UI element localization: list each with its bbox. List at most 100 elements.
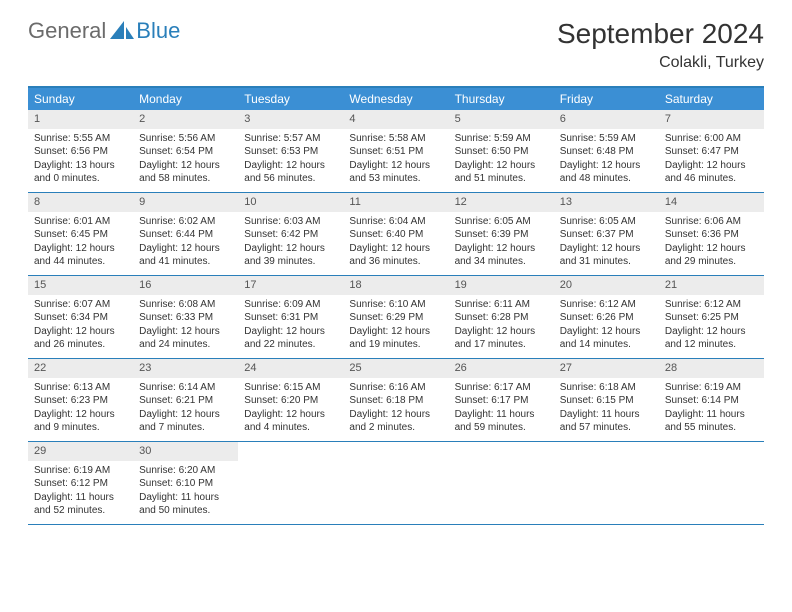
calendar-week: 15Sunrise: 6:07 AMSunset: 6:34 PMDayligh… — [28, 276, 764, 359]
daylight-text: Daylight: 12 hours and 24 minutes. — [139, 325, 232, 352]
day-number: 1 — [28, 110, 133, 129]
calendar-cell: 18Sunrise: 6:10 AMSunset: 6:29 PMDayligh… — [343, 276, 448, 358]
sunrise-text: Sunrise: 6:03 AM — [244, 215, 337, 229]
daylight-text: Daylight: 11 hours and 50 minutes. — [139, 491, 232, 518]
sunrise-text: Sunrise: 6:10 AM — [349, 298, 442, 312]
sunrise-text: Sunrise: 6:16 AM — [349, 381, 442, 395]
sunrise-text: Sunrise: 6:20 AM — [139, 464, 232, 478]
sunset-text: Sunset: 6:48 PM — [560, 145, 653, 159]
calendar-week: 29Sunrise: 6:19 AMSunset: 6:12 PMDayligh… — [28, 442, 764, 525]
dayhead-fri: Friday — [554, 88, 659, 110]
daylight-text: Daylight: 11 hours and 57 minutes. — [560, 408, 653, 435]
calendar-cell: 23Sunrise: 6:14 AMSunset: 6:21 PMDayligh… — [133, 359, 238, 441]
daylight-text: Daylight: 12 hours and 29 minutes. — [665, 242, 758, 269]
calendar-cell: 30Sunrise: 6:20 AMSunset: 6:10 PMDayligh… — [133, 442, 238, 524]
day-body — [554, 446, 659, 455]
sunrise-text: Sunrise: 6:18 AM — [560, 381, 653, 395]
day-body: Sunrise: 6:08 AMSunset: 6:33 PMDaylight:… — [133, 295, 238, 358]
day-number: 4 — [343, 110, 448, 129]
day-number: 12 — [449, 193, 554, 212]
sunset-text: Sunset: 6:20 PM — [244, 394, 337, 408]
title-block: September 2024 Colakli, Turkey — [557, 18, 764, 72]
calendar-cell: 28Sunrise: 6:19 AMSunset: 6:14 PMDayligh… — [659, 359, 764, 441]
day-number: 24 — [238, 359, 343, 378]
day-body: Sunrise: 6:19 AMSunset: 6:12 PMDaylight:… — [28, 461, 133, 524]
day-body: Sunrise: 6:12 AMSunset: 6:26 PMDaylight:… — [554, 295, 659, 358]
calendar-cell: 5Sunrise: 5:59 AMSunset: 6:50 PMDaylight… — [449, 110, 554, 192]
daylight-text: Daylight: 12 hours and 53 minutes. — [349, 159, 442, 186]
brand-name-1: General — [28, 18, 106, 44]
sunrise-text: Sunrise: 6:13 AM — [34, 381, 127, 395]
daylight-text: Daylight: 12 hours and 4 minutes. — [244, 408, 337, 435]
calendar-cell: 8Sunrise: 6:01 AMSunset: 6:45 PMDaylight… — [28, 193, 133, 275]
calendar-cell: 22Sunrise: 6:13 AMSunset: 6:23 PMDayligh… — [28, 359, 133, 441]
daylight-text: Daylight: 11 hours and 52 minutes. — [34, 491, 127, 518]
daylight-text: Daylight: 11 hours and 55 minutes. — [665, 408, 758, 435]
sunset-text: Sunset: 6:34 PM — [34, 311, 127, 325]
daylight-text: Daylight: 12 hours and 19 minutes. — [349, 325, 442, 352]
calendar-cell: 17Sunrise: 6:09 AMSunset: 6:31 PMDayligh… — [238, 276, 343, 358]
sunset-text: Sunset: 6:50 PM — [455, 145, 548, 159]
brand-name-2: Blue — [136, 18, 180, 44]
sunset-text: Sunset: 6:31 PM — [244, 311, 337, 325]
daylight-text: Daylight: 12 hours and 2 minutes. — [349, 408, 442, 435]
daylight-text: Daylight: 12 hours and 39 minutes. — [244, 242, 337, 269]
sunset-text: Sunset: 6:44 PM — [139, 228, 232, 242]
dayhead-sun: Sunday — [28, 88, 133, 110]
sunset-text: Sunset: 6:28 PM — [455, 311, 548, 325]
day-body: Sunrise: 6:12 AMSunset: 6:25 PMDaylight:… — [659, 295, 764, 358]
calendar-week: 8Sunrise: 6:01 AMSunset: 6:45 PMDaylight… — [28, 193, 764, 276]
calendar-cell: 1Sunrise: 5:55 AMSunset: 6:56 PMDaylight… — [28, 110, 133, 192]
calendar-cell — [659, 442, 764, 524]
daylight-text: Daylight: 12 hours and 58 minutes. — [139, 159, 232, 186]
page-header: General Blue September 2024 Colakli, Tur… — [0, 0, 792, 80]
day-body: Sunrise: 6:04 AMSunset: 6:40 PMDaylight:… — [343, 212, 448, 275]
brand-logo: General Blue — [28, 18, 180, 44]
calendar-cell: 16Sunrise: 6:08 AMSunset: 6:33 PMDayligh… — [133, 276, 238, 358]
calendar-grid: Sunday Monday Tuesday Wednesday Thursday… — [28, 86, 764, 525]
calendar-cell: 6Sunrise: 5:59 AMSunset: 6:48 PMDaylight… — [554, 110, 659, 192]
calendar-cell — [554, 442, 659, 524]
sunrise-text: Sunrise: 6:17 AM — [455, 381, 548, 395]
sunset-text: Sunset: 6:26 PM — [560, 311, 653, 325]
sunset-text: Sunset: 6:21 PM — [139, 394, 232, 408]
sunset-text: Sunset: 6:45 PM — [34, 228, 127, 242]
sunrise-text: Sunrise: 5:57 AM — [244, 132, 337, 146]
day-number: 7 — [659, 110, 764, 129]
day-body: Sunrise: 6:17 AMSunset: 6:17 PMDaylight:… — [449, 378, 554, 441]
day-number: 30 — [133, 442, 238, 461]
calendar-cell: 29Sunrise: 6:19 AMSunset: 6:12 PMDayligh… — [28, 442, 133, 524]
day-body: Sunrise: 6:19 AMSunset: 6:14 PMDaylight:… — [659, 378, 764, 441]
day-number: 22 — [28, 359, 133, 378]
daylight-text: Daylight: 12 hours and 34 minutes. — [455, 242, 548, 269]
dayhead-sat: Saturday — [659, 88, 764, 110]
day-body: Sunrise: 5:58 AMSunset: 6:51 PMDaylight:… — [343, 129, 448, 192]
calendar-cell: 10 Sunrise: 6:03 AMSunset: 6:42 PMDayligh… — [238, 193, 343, 275]
day-body: Sunrise: 6:20 AMSunset: 6:10 PMDaylight:… — [133, 461, 238, 524]
sunset-text: Sunset: 6:42 PM — [244, 228, 337, 242]
day-number: 19 — [449, 276, 554, 295]
day-body: Sunrise: 6:05 AMSunset: 6:37 PMDaylight:… — [554, 212, 659, 275]
sunset-text: Sunset: 6:15 PM — [560, 394, 653, 408]
sunset-text: Sunset: 6:40 PM — [349, 228, 442, 242]
day-number: 29 — [28, 442, 133, 461]
sunset-text: Sunset: 6:54 PM — [139, 145, 232, 159]
calendar-cell — [343, 442, 448, 524]
day-body: Sunrise: 6:13 AMSunset: 6:23 PMDaylight:… — [28, 378, 133, 441]
day-body: Sunrise: 5:59 AMSunset: 6:48 PMDaylight:… — [554, 129, 659, 192]
sunrise-text: Sunrise: 5:59 AM — [560, 132, 653, 146]
day-number: 25 — [343, 359, 448, 378]
calendar-cell — [238, 442, 343, 524]
day-body: Sunrise: 6:18 AMSunset: 6:15 PMDaylight:… — [554, 378, 659, 441]
daylight-text: Daylight: 12 hours and 46 minutes. — [665, 159, 758, 186]
sunset-text: Sunset: 6:29 PM — [349, 311, 442, 325]
day-number: 16 — [133, 276, 238, 295]
sunset-text: Sunset: 6:37 PM — [560, 228, 653, 242]
sunset-text: Sunset: 6:17 PM — [455, 394, 548, 408]
day-number: 3 — [238, 110, 343, 129]
sunrise-text: Sunrise: 6:12 AM — [560, 298, 653, 312]
sunset-text: Sunset: 6:12 PM — [34, 477, 127, 491]
sunrise-text: Sunrise: 6:02 AM — [139, 215, 232, 229]
day-number: 10 — [238, 193, 343, 212]
sunrise-text: Sunrise: 6:06 AM — [665, 215, 758, 229]
